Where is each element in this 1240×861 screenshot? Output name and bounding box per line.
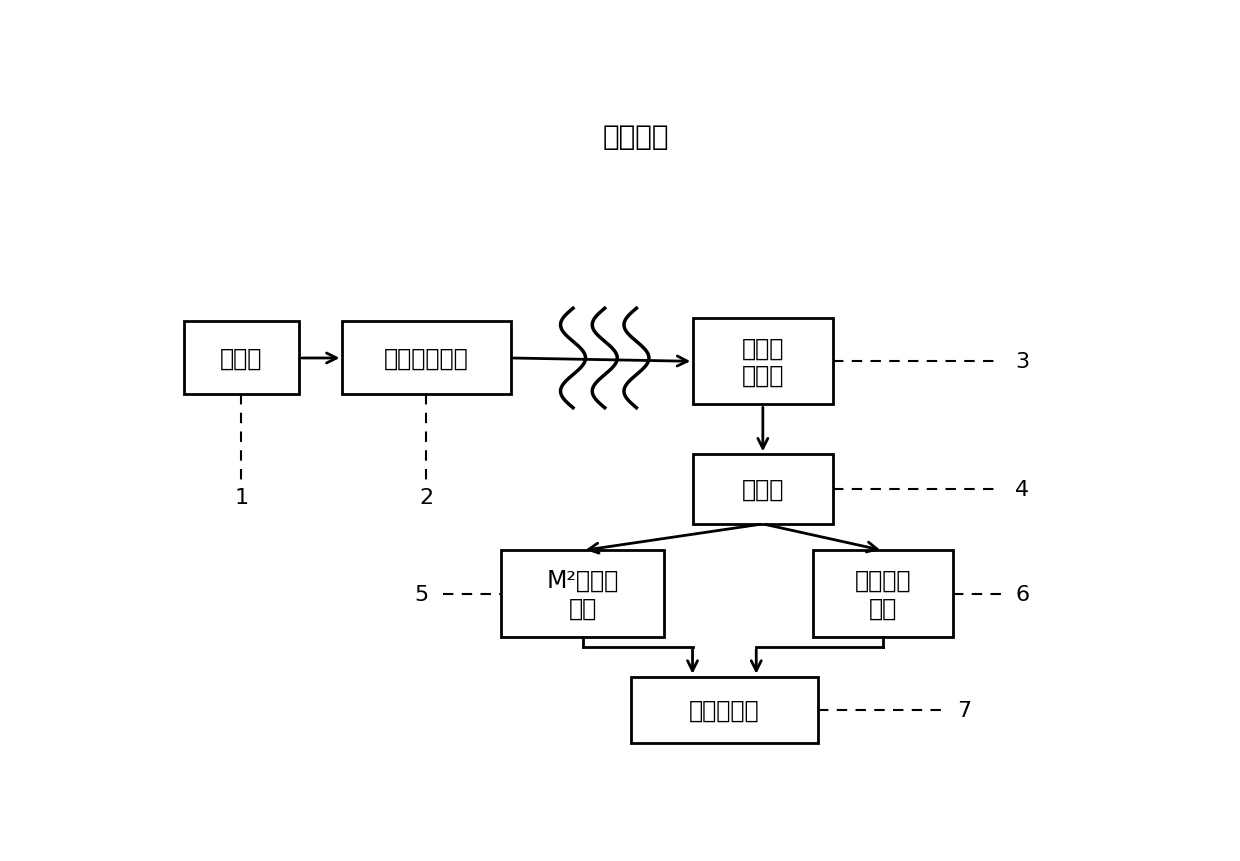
Text: 光学接
收天线: 光学接 收天线 xyxy=(742,336,784,387)
Bar xyxy=(813,551,952,637)
Text: 2: 2 xyxy=(419,488,434,508)
Text: 分束器: 分束器 xyxy=(742,478,784,501)
Text: 1: 1 xyxy=(234,488,248,508)
Text: 激光器: 激光器 xyxy=(221,347,263,370)
Text: 光闪烁测
量仪: 光闪烁测 量仪 xyxy=(854,568,911,620)
Text: M²因子测
量仪: M²因子测 量仪 xyxy=(547,568,619,620)
Text: 大气湍流: 大气湍流 xyxy=(603,123,668,152)
Text: 4: 4 xyxy=(1016,480,1029,499)
Bar xyxy=(693,455,832,524)
Text: 3: 3 xyxy=(1016,352,1029,372)
Bar xyxy=(184,322,299,395)
Text: 7: 7 xyxy=(957,700,972,720)
Text: 光学发射天线: 光学发射天线 xyxy=(384,347,469,370)
Bar xyxy=(501,551,665,637)
Text: 6: 6 xyxy=(1016,584,1029,604)
Text: 5: 5 xyxy=(414,584,429,604)
Bar xyxy=(631,677,818,743)
Bar xyxy=(693,319,832,405)
Bar xyxy=(342,322,511,395)
Text: 数据处理器: 数据处理器 xyxy=(689,698,760,722)
